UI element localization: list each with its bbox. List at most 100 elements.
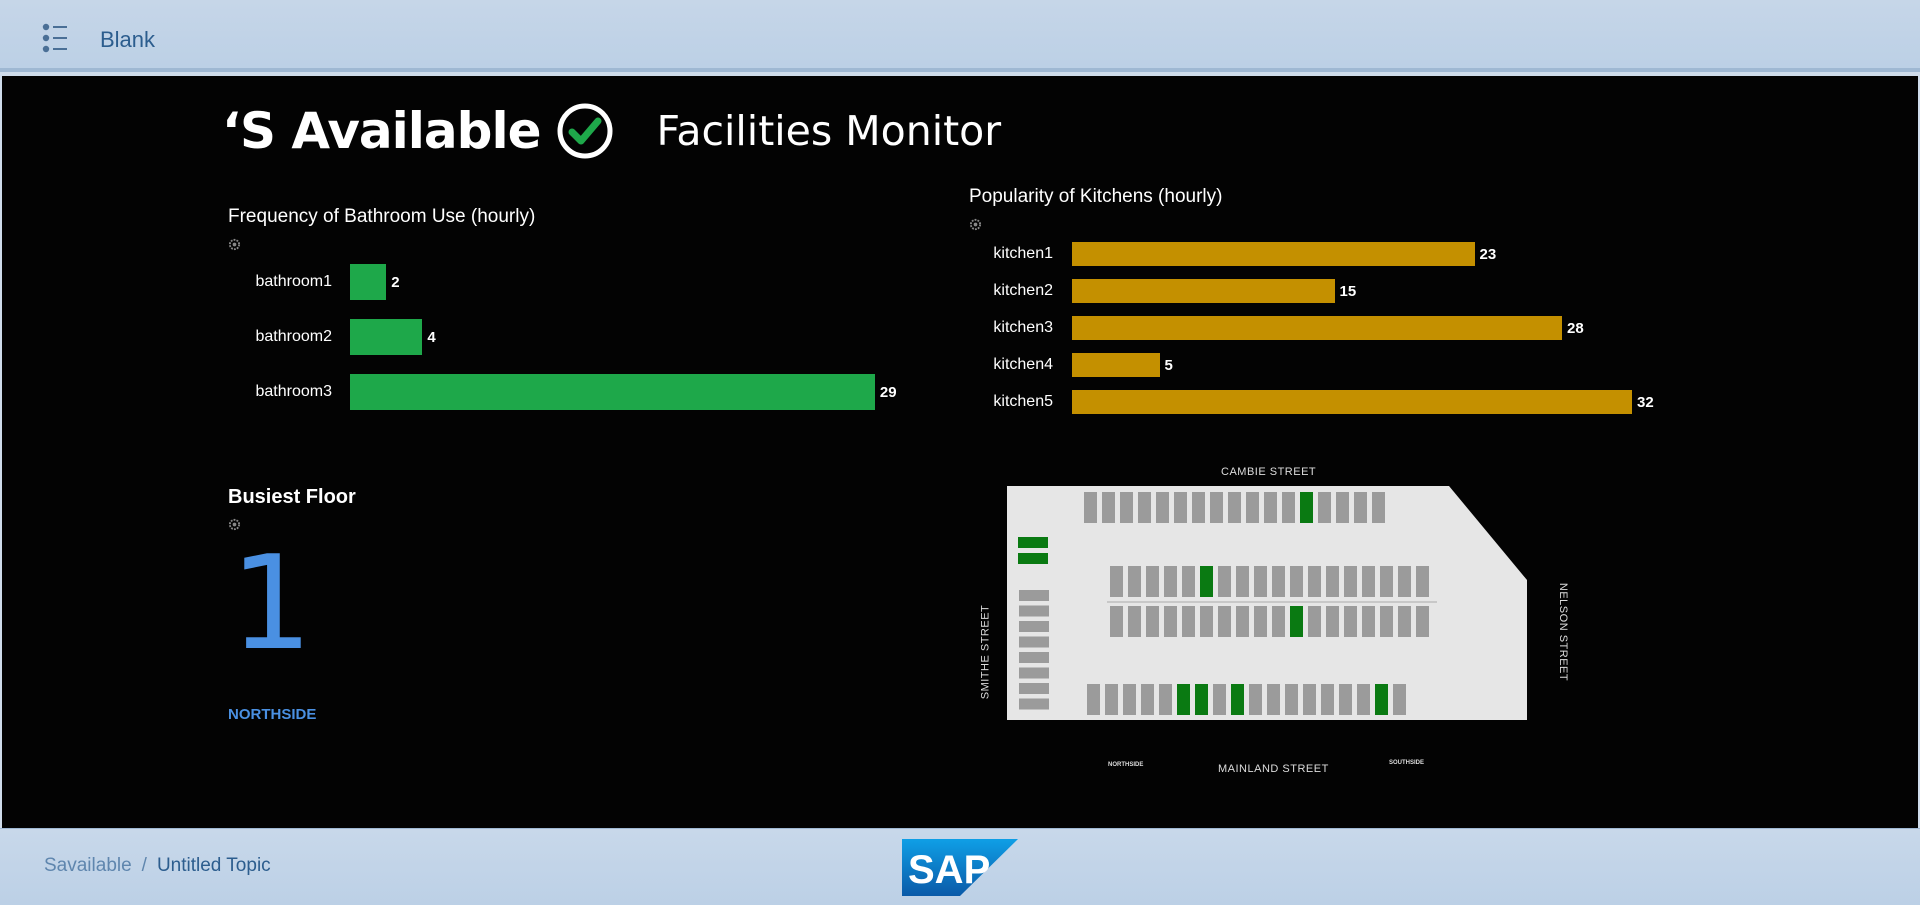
parking-spot	[1182, 566, 1195, 597]
street-label-right: NELSON STREET	[1557, 582, 1570, 682]
parking-spot	[1282, 492, 1295, 523]
bathroom-label: bathroom3	[255, 383, 333, 400]
breadcrumb-root[interactable]: Savailable	[44, 855, 132, 876]
brand-subtitle: Facilities Monitor	[656, 107, 1002, 155]
kitchen-label: kitchen2	[993, 282, 1053, 299]
parking-spot	[1019, 667, 1049, 679]
app-title: Blank	[100, 27, 156, 52]
parking-map	[1007, 486, 1527, 720]
parking-spot	[1019, 683, 1049, 694]
parking-spot	[1174, 492, 1187, 523]
parking-spot	[1318, 492, 1331, 523]
breadcrumb: Savailable / Untitled Topic	[44, 855, 271, 877]
bathroom-chart-title: Frequency of Bathroom Use (hourly)	[228, 206, 536, 227]
parking-spot	[1218, 606, 1231, 637]
parking-spot	[1254, 606, 1267, 637]
bathroom-label: bathroom2	[255, 328, 333, 345]
street-label-top: CAMBIE STREET	[1221, 466, 1317, 478]
parking-spot	[1128, 606, 1141, 637]
parking-spot	[1102, 492, 1115, 523]
parking-spot	[1336, 492, 1349, 523]
list-menu-icon[interactable]	[40, 22, 72, 54]
brand-name: ‘S Available	[222, 102, 542, 160]
parking-spot-occupied	[1018, 553, 1048, 564]
parking-lot	[1007, 486, 1527, 720]
sap-logo-text: SAP	[908, 848, 990, 892]
parking-spot	[1416, 566, 1429, 597]
kitchen-bar[interactable]	[1072, 390, 1632, 414]
parking-spot-occupied	[1177, 684, 1190, 715]
parking-spot	[1019, 621, 1049, 632]
parking-spot	[1372, 492, 1385, 523]
busiest-floor-title: Busiest Floor	[228, 486, 356, 508]
bathroom-value: 29	[879, 383, 897, 401]
street-label-bottom: MAINLAND STREET	[1218, 763, 1329, 775]
bathroom-bar[interactable]	[350, 264, 387, 300]
parking-spot	[1326, 606, 1339, 637]
parking-spot	[1290, 566, 1303, 597]
kitchen-value: 15	[1339, 282, 1357, 300]
parking-spot	[1285, 684, 1298, 715]
breadcrumb-current: Untitled Topic	[156, 855, 271, 876]
parking-spot	[1182, 606, 1195, 637]
parking-spot	[1303, 684, 1316, 715]
parking-spot	[1354, 492, 1367, 523]
parking-spot	[1159, 684, 1172, 715]
busiest-floor-side: NORTHSIDE	[228, 706, 317, 723]
kitchen-value: 23	[1479, 245, 1497, 263]
parking-spot	[1141, 684, 1154, 715]
parking-spot	[1128, 566, 1141, 597]
parking-spot	[1156, 492, 1169, 523]
parking-spot	[1321, 684, 1334, 715]
parking-spot-occupied	[1231, 684, 1244, 715]
parking-spot	[1344, 566, 1357, 597]
parking-spot-occupied	[1290, 606, 1303, 637]
parking-spot-occupied	[1300, 492, 1313, 523]
sap-logo: SAP	[902, 839, 1018, 896]
kitchen-label: kitchen4	[993, 356, 1053, 373]
parking-spot	[1357, 684, 1370, 715]
parking-spot	[1362, 566, 1375, 597]
bathroom-bar[interactable]	[350, 374, 875, 410]
parking-spot	[1123, 684, 1136, 715]
gear-icon[interactable]	[228, 518, 241, 531]
parking-spot	[1084, 492, 1097, 523]
parking-spot	[1246, 492, 1259, 523]
parking-spot	[1362, 606, 1375, 637]
parking-spot	[1019, 636, 1049, 648]
bathroom-label: bathroom1	[255, 273, 333, 290]
map-label-northside: NORTHSIDE	[1108, 762, 1144, 768]
parking-spot-occupied	[1200, 566, 1213, 597]
bathroom-value: 4	[427, 328, 436, 346]
parking-spot-occupied	[1195, 684, 1208, 715]
gear-icon[interactable]	[228, 238, 241, 251]
parking-spot	[1236, 606, 1249, 637]
gear-icon[interactable]	[969, 218, 982, 231]
check-circle-icon	[557, 103, 613, 159]
parking-spot	[1164, 566, 1177, 597]
map-label-southside: SOUTHSIDE	[1389, 760, 1425, 766]
parking-spot	[1380, 566, 1393, 597]
parking-spot	[1019, 698, 1049, 710]
parking-spot	[1398, 606, 1411, 637]
parking-spot	[1380, 606, 1393, 637]
kitchen-bar[interactable]	[1072, 353, 1160, 377]
parking-spot	[1254, 566, 1267, 597]
kitchen-chart-title: Popularity of Kitchens (hourly)	[969, 186, 1223, 207]
parking-spot	[1249, 684, 1262, 715]
busiest-floor-value: 1	[230, 527, 313, 679]
kitchen-bar[interactable]	[1072, 279, 1335, 303]
parking-spot	[1272, 606, 1285, 637]
parking-spot	[1105, 684, 1118, 715]
breadcrumb-separator: /	[141, 855, 147, 876]
bathroom-bar[interactable]	[350, 319, 423, 355]
parking-spot	[1344, 606, 1357, 637]
parking-spot	[1213, 684, 1226, 715]
parking-spot	[1019, 652, 1049, 663]
parking-spot-occupied	[1018, 537, 1048, 548]
parking-spot	[1393, 684, 1406, 715]
kitchen-bar[interactable]	[1072, 316, 1562, 340]
kitchen-bar[interactable]	[1072, 242, 1475, 266]
brand-header: ‘S Available Facilities Monitor	[222, 96, 1001, 166]
parking-spot	[1272, 566, 1285, 597]
